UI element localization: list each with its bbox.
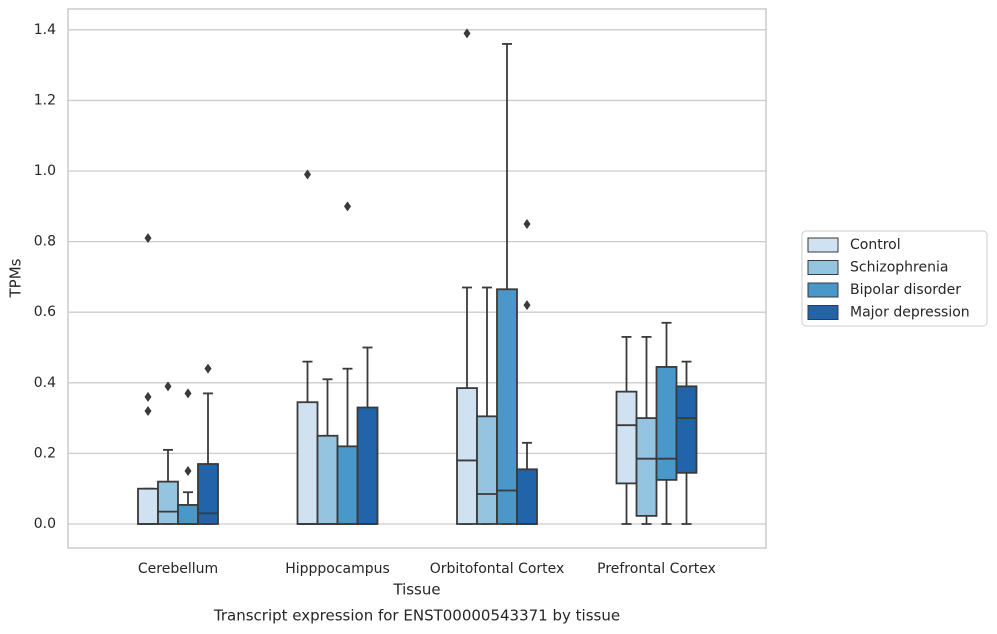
x-tick-label: Prefrontal Cortex bbox=[597, 561, 716, 577]
x-tick-label: Hipppocampus bbox=[285, 561, 390, 577]
outlier bbox=[164, 381, 172, 392]
box bbox=[615, 390, 638, 485]
legend-frame bbox=[801, 230, 988, 327]
box bbox=[197, 463, 219, 525]
box bbox=[496, 288, 518, 525]
box bbox=[177, 504, 199, 525]
box bbox=[336, 445, 359, 525]
box bbox=[157, 480, 179, 525]
x-tick-label: Cerebellum bbox=[138, 561, 218, 577]
box bbox=[137, 487, 159, 525]
y-tick-label: 1.4 bbox=[34, 22, 56, 38]
x-axis-label: Tissue bbox=[392, 581, 440, 599]
box bbox=[356, 406, 379, 525]
outlier bbox=[344, 201, 351, 212]
legend-swatch bbox=[807, 237, 839, 253]
y-tick-label: 1.2 bbox=[34, 92, 56, 108]
box bbox=[675, 385, 698, 474]
legend-label: Major depression bbox=[850, 305, 970, 321]
y-tick-label: 0.2 bbox=[34, 445, 56, 461]
box bbox=[456, 387, 478, 525]
y-tick-label: 0.6 bbox=[34, 304, 56, 320]
outlier bbox=[184, 388, 192, 399]
box bbox=[516, 468, 538, 525]
legend-swatch bbox=[807, 282, 839, 298]
box bbox=[635, 417, 658, 517]
box bbox=[476, 415, 498, 525]
chart-title: Transcript expression for ENST0000054337… bbox=[213, 607, 620, 625]
y-tick-label: 1.0 bbox=[34, 163, 56, 179]
outlier bbox=[463, 28, 471, 39]
outlier bbox=[523, 218, 531, 229]
outlier bbox=[184, 466, 192, 477]
y-tick-label: 0.8 bbox=[34, 234, 56, 250]
outlier bbox=[144, 233, 152, 244]
y-tick-label: 0.4 bbox=[34, 375, 56, 391]
outlier bbox=[144, 406, 152, 417]
legend-label: Schizophrenia bbox=[850, 260, 948, 276]
legend-label: Control bbox=[850, 237, 901, 253]
box bbox=[316, 434, 339, 525]
y-tick-label: 0.0 bbox=[34, 516, 56, 532]
legend-label: Bipolar disorder bbox=[850, 282, 961, 298]
x-tick-label: Orbitofontal Cortex bbox=[430, 561, 565, 577]
outlier bbox=[144, 391, 152, 402]
legend-swatch bbox=[807, 260, 839, 275]
box bbox=[296, 401, 319, 525]
outlier bbox=[523, 300, 531, 311]
outlier bbox=[204, 363, 212, 374]
outlier bbox=[304, 169, 311, 180]
legend-swatch bbox=[807, 305, 839, 320]
box bbox=[655, 366, 678, 481]
y-axis-label: TPMs bbox=[7, 258, 25, 298]
